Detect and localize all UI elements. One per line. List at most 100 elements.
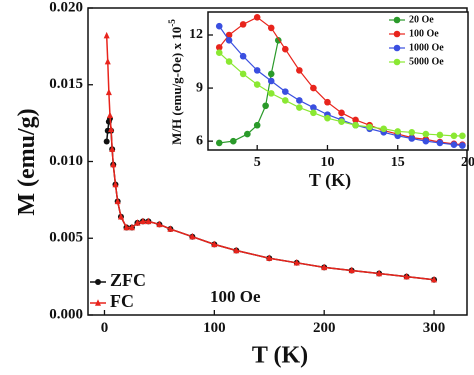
marker xyxy=(408,129,416,136)
marker xyxy=(267,24,275,32)
y-tick-label: 12 xyxy=(189,27,203,42)
marker xyxy=(338,118,345,125)
marker xyxy=(376,269,383,277)
marker xyxy=(310,109,317,117)
marker xyxy=(403,272,410,280)
marker xyxy=(108,125,115,132)
x-tick-label: 300 xyxy=(423,320,446,336)
marker xyxy=(215,49,223,56)
marker xyxy=(215,44,223,51)
y-axis-label-exponent: -5 xyxy=(167,19,177,27)
y-tick-label: 0.010 xyxy=(49,153,83,169)
y-axis-label: M/H (emu/g-Oe) x 10-5 xyxy=(167,19,184,145)
marker xyxy=(139,217,146,225)
marker xyxy=(338,109,345,117)
legend-marker xyxy=(95,299,101,306)
y-axis-label-text: M (emu/g) xyxy=(14,108,40,215)
marker xyxy=(408,135,416,142)
legend-label: 5000 Oe xyxy=(409,56,444,67)
marker xyxy=(253,121,261,129)
marker xyxy=(225,58,233,65)
marker xyxy=(459,142,466,149)
marker xyxy=(321,263,328,271)
marker xyxy=(233,246,240,254)
legend-label: 20 Oe xyxy=(409,14,434,25)
marker xyxy=(352,121,359,129)
marker xyxy=(225,37,233,44)
marker xyxy=(117,212,124,220)
y-tick-label: 0.015 xyxy=(49,76,83,92)
marker xyxy=(156,220,163,228)
x-tick-label: 10 xyxy=(320,155,334,170)
x-tick-label: 0 xyxy=(101,320,109,336)
marker xyxy=(109,145,116,152)
marker xyxy=(366,123,373,131)
marker xyxy=(244,130,251,138)
x-tick-label: 20 xyxy=(461,155,474,170)
marker xyxy=(324,114,331,122)
plot-frame xyxy=(207,11,469,151)
marker xyxy=(239,21,247,28)
y-tick-label: 0.000 xyxy=(49,306,83,322)
marker xyxy=(253,14,261,21)
marker xyxy=(253,81,261,88)
marker xyxy=(380,125,387,133)
y-tick-label: 0.005 xyxy=(49,230,83,246)
marker xyxy=(352,116,359,124)
marker xyxy=(105,88,112,96)
x-tick-label: 100 xyxy=(203,320,226,336)
marker xyxy=(431,275,438,283)
legend-label: FC xyxy=(110,291,134,311)
x-tick-label: 15 xyxy=(391,155,405,170)
marker xyxy=(215,139,223,147)
marker xyxy=(293,259,300,266)
marker xyxy=(296,104,303,111)
marker xyxy=(422,130,430,138)
marker xyxy=(103,138,110,145)
marker xyxy=(324,98,331,106)
annotation: 100 Oe xyxy=(210,287,261,306)
marker xyxy=(348,266,355,274)
marker xyxy=(189,232,196,240)
marker xyxy=(123,223,130,231)
marker xyxy=(110,160,117,168)
marker xyxy=(211,240,218,248)
marker xyxy=(225,31,233,39)
marker xyxy=(281,88,289,95)
x-axis-label: T (K) xyxy=(252,343,308,369)
marker xyxy=(103,31,110,39)
legend-marker xyxy=(95,279,101,285)
y-tick-label: 6 xyxy=(196,133,203,148)
marker xyxy=(262,102,269,110)
marker xyxy=(167,225,174,232)
marker xyxy=(253,67,261,74)
legend-label: 100 Oe xyxy=(409,28,439,39)
legend-marker xyxy=(393,16,401,24)
marker xyxy=(106,111,113,119)
marker xyxy=(266,254,273,261)
marker xyxy=(145,217,152,225)
y-axis-label-text: M/H (emu/g-Oe) x 10 xyxy=(169,27,184,145)
marker xyxy=(450,141,458,148)
marker xyxy=(229,137,237,145)
legend-marker xyxy=(393,58,401,66)
marker xyxy=(134,219,141,226)
marker xyxy=(267,77,275,85)
marker xyxy=(281,97,289,104)
marker xyxy=(296,97,303,104)
legend-marker xyxy=(393,44,401,52)
x-tick-label: 5 xyxy=(254,155,261,170)
marker xyxy=(104,57,111,65)
marker xyxy=(422,137,430,145)
marker xyxy=(112,180,119,188)
x-tick-label: 200 xyxy=(313,320,336,336)
marker xyxy=(239,70,247,78)
marker xyxy=(128,223,135,231)
marker xyxy=(267,70,275,78)
marker xyxy=(310,84,317,92)
marker xyxy=(114,197,121,205)
marker xyxy=(215,22,223,30)
legend-marker xyxy=(393,30,401,38)
marker xyxy=(267,90,275,97)
